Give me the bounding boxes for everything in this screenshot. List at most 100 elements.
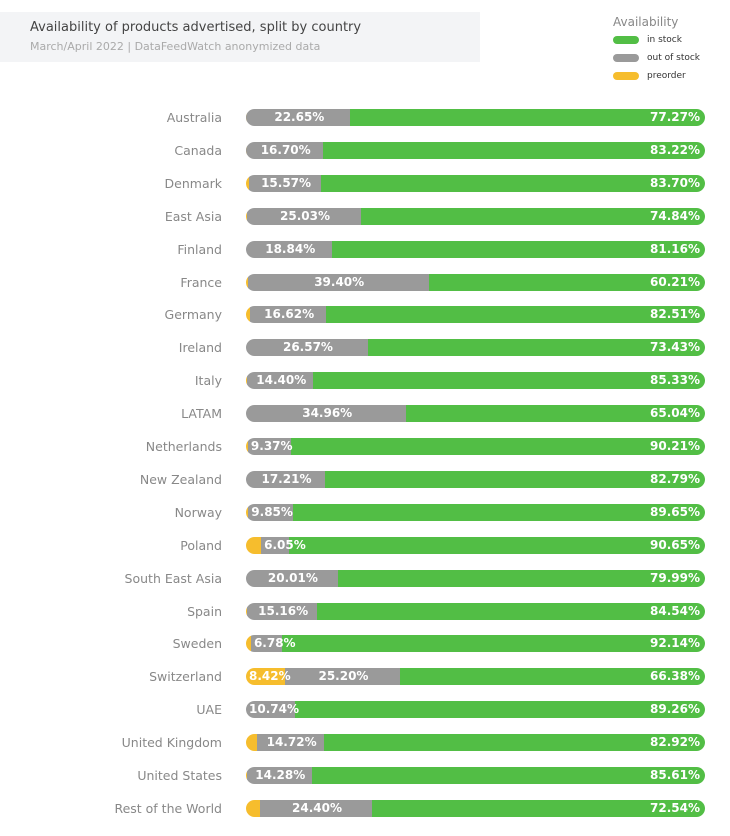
bar-segment-out-of-stock	[249, 174, 321, 192]
value-label-in-stock: 79.99%	[650, 570, 700, 585]
bar-row: Germany 16.62% 82.51%	[0, 306, 730, 324]
bar-segment-out-of-stock	[284, 668, 401, 686]
stacked-bar	[246, 668, 705, 686]
bar-segment-out-of-stock	[246, 701, 296, 719]
bar-segment-in-stock	[428, 273, 705, 291]
category-label: France	[180, 274, 222, 290]
value-label-in-stock: 72.54%	[650, 800, 700, 815]
bar-row: Ireland 26.57% 73.43%	[0, 339, 730, 357]
value-label-out-of-stock: 18.84%	[265, 241, 316, 256]
chart-title: Availability of products advertised, spl…	[30, 20, 362, 35]
bar-segment-in-stock	[324, 470, 705, 488]
bar-row: Netherlands 9.37% 90.21%	[0, 438, 730, 456]
value-label-out-of-stock: 16.62%	[264, 307, 315, 322]
stacked-bar	[246, 602, 705, 620]
bar-segment-in-stock	[316, 602, 705, 620]
bar-segment-in-stock	[293, 503, 705, 521]
category-label: United Kingdom	[121, 735, 222, 751]
value-label-in-stock: 82.51%	[650, 307, 700, 322]
value-label-out-of-stock: 15.16%	[258, 603, 309, 618]
category-label: UAE	[196, 702, 222, 718]
value-label-in-stock: 65.04%	[650, 406, 700, 421]
bar-row: Rest of the World 24.40% 72.54%	[0, 799, 730, 818]
chart-subtitle: March/April 2022 | DataFeedWatch anonymi…	[30, 40, 321, 53]
bar-row: UAE 10.74% 89.26%	[0, 701, 730, 719]
bar-segment-in-stock	[406, 405, 705, 423]
bar-segment-out-of-stock	[246, 240, 333, 258]
bar-segment-preorder	[246, 734, 257, 752]
bar-segment-in-stock	[326, 306, 705, 324]
bar-segment-in-stock	[313, 372, 705, 390]
value-label-out-of-stock: 6.05%	[264, 537, 306, 552]
value-label-in-stock: 89.65%	[650, 504, 700, 519]
value-label-in-stock: 83.22%	[650, 142, 700, 157]
value-label-out-of-stock: 20.01%	[267, 570, 318, 585]
legend-swatch-out-of-stock	[613, 54, 639, 62]
stacked-bar	[246, 799, 705, 817]
bar-segment-preorder	[246, 207, 247, 225]
value-label-in-stock: 81.16%	[650, 241, 700, 256]
bar-segment-out-of-stock	[246, 405, 407, 423]
stacked-bar	[246, 109, 705, 126]
category-label: New Zealand	[139, 471, 222, 487]
bar-segment-out-of-stock	[246, 569, 338, 587]
bar-segment-out-of-stock	[246, 470, 325, 488]
bar-row: Denmark 15.57% 83.70%	[0, 174, 730, 193]
stacked-bar	[246, 536, 705, 554]
category-label: Norway	[174, 504, 222, 520]
bar-segment-preorder	[246, 438, 248, 455]
bar-row: Poland 6.05% 90.65%	[0, 536, 730, 555]
bar-segment-out-of-stock	[256, 734, 325, 752]
value-label-in-stock: 73.43%	[650, 340, 700, 355]
legend-swatch-in-stock	[613, 36, 639, 44]
bar-segment-preorder	[246, 372, 248, 390]
category-label: Italy	[194, 373, 222, 389]
bar-row: Switzerland 8.42% 25.20% 66.38%	[0, 668, 730, 686]
stacked-bar	[246, 503, 705, 521]
category-label: Germany	[164, 307, 222, 323]
stacked-bar	[246, 767, 705, 784]
category-label: East Asia	[164, 208, 222, 224]
category-label: Denmark	[164, 175, 222, 191]
legend-swatch-preorder	[613, 72, 639, 80]
legend-label: in stock	[647, 35, 682, 45]
category-label: Netherlands	[145, 439, 222, 454]
bar-segment-out-of-stock	[248, 503, 294, 521]
value-label-in-stock: 74.84%	[650, 208, 700, 223]
bar-row: Italy 14.40% 85.33%	[0, 372, 730, 390]
bar-row: France 39.40% 60.21%	[0, 273, 730, 292]
bar-segment-preorder	[246, 635, 251, 653]
value-label-out-of-stock: 9.37%	[250, 439, 293, 453]
bar-segment-in-stock	[361, 207, 705, 225]
stacked-bar	[246, 240, 705, 258]
stacked-bar	[246, 141, 705, 159]
bar-segment-out-of-stock	[247, 602, 317, 620]
category-label: Poland	[180, 537, 222, 553]
value-label-in-stock: 90.21%	[650, 439, 700, 453]
value-label-out-of-stock: 25.03%	[280, 208, 331, 223]
bar-segment-out-of-stock	[247, 273, 429, 291]
bar-row: New Zealand 17.21% 82.79%	[0, 470, 730, 489]
bar-row: Canada 16.70% 83.22%	[0, 141, 730, 160]
value-label-in-stock: 85.33%	[650, 373, 700, 388]
stacked-bar	[246, 438, 705, 455]
stacked-bar	[246, 405, 705, 423]
bar-segment-out-of-stock	[246, 767, 313, 784]
bar-segment-in-stock	[337, 569, 705, 587]
value-label-out-of-stock: 25.20%	[318, 669, 369, 684]
stacked-bar	[246, 569, 705, 587]
bar-segment-in-stock	[320, 174, 705, 192]
stacked-bar	[246, 470, 705, 488]
bar-row: South East Asia 20.01% 79.99%	[0, 569, 730, 588]
bar-segment-in-stock	[400, 668, 705, 686]
stacked-bar	[246, 372, 705, 390]
bar-row: Spain 15.16% 84.54%	[0, 602, 730, 621]
value-label-out-of-stock: 17.21%	[261, 471, 312, 486]
bar-segment-preorder	[246, 767, 247, 784]
bar-segment-in-stock	[290, 438, 705, 455]
value-label-in-stock: 82.79%	[650, 471, 700, 486]
legend-title: Availability	[613, 15, 679, 29]
stacked-bar	[246, 207, 705, 225]
value-label-out-of-stock: 9.85%	[251, 504, 293, 519]
value-label-in-stock: 82.92%	[650, 735, 700, 750]
